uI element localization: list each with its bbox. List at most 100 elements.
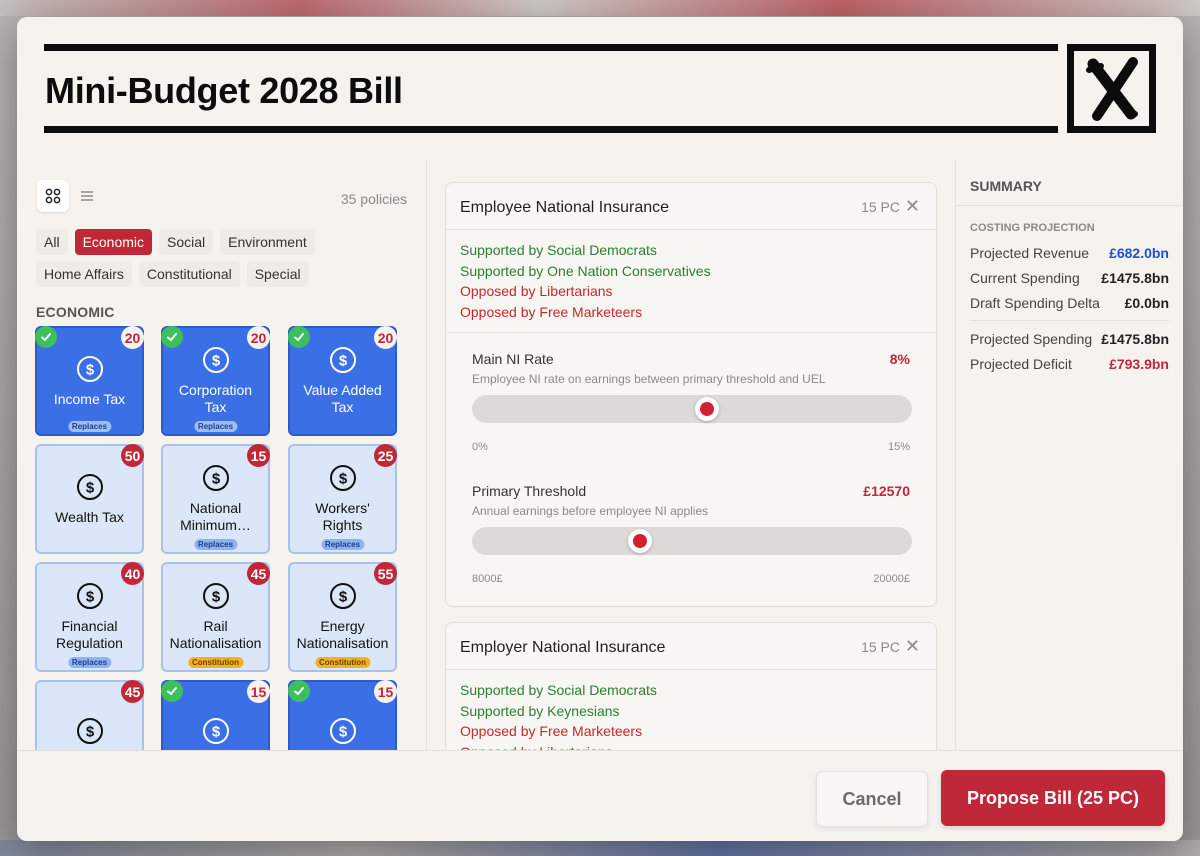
policy-card-label: Energy Nationalisation xyxy=(296,618,389,651)
selected-check-icon xyxy=(161,326,183,348)
filter-all[interactable]: All xyxy=(36,229,68,255)
header-rule-bottom xyxy=(44,126,1058,133)
propose-bill-button[interactable]: Propose Bill (25 PC) xyxy=(941,770,1165,826)
policy-tag: Constitution xyxy=(314,657,371,668)
svg-text:$: $ xyxy=(338,724,347,741)
policy-card[interactable]: $ Rail Nationalisation 45 Constitution xyxy=(161,562,270,672)
svg-text:$: $ xyxy=(338,589,347,606)
summary-row: Projected Spending £1475.8bn xyxy=(956,326,1183,351)
selected-check-icon xyxy=(288,326,310,348)
svg-text:$: $ xyxy=(338,353,347,370)
param-description: Employee NI rate on earnings between pri… xyxy=(472,372,826,386)
bill-modal: Mini-Budget 2028 Bill xyxy=(17,17,1183,841)
policy-count: 35 policies xyxy=(340,191,407,207)
policy-cost-badge: 45 xyxy=(121,680,144,703)
filter-social[interactable]: Social xyxy=(159,229,214,255)
stance-list: Supported by Social Democrats Supported … xyxy=(446,670,936,750)
summary-label: Current Spending xyxy=(970,269,1080,286)
policy-card[interactable]: $ Workers' Rights 25 Replaces xyxy=(288,444,397,554)
policy-panel-employee-ni: Employee National Insurance 15 PC ✕ Supp… xyxy=(445,182,937,607)
filter-special[interactable]: Special xyxy=(246,261,309,287)
policy-cost-badge: 40 xyxy=(121,562,144,585)
grid-view-button[interactable] xyxy=(37,180,69,212)
param-max: 20000£ xyxy=(873,573,910,585)
summary-row: Projected Deficit £793.9bn xyxy=(956,351,1183,376)
policy-card[interactable]: $15 xyxy=(161,680,270,750)
stance-item: Supported by One Nation Conservatives xyxy=(460,262,711,279)
stance-item: Opposed by Libertarians xyxy=(460,283,613,299)
main-ni-rate-slider[interactable] xyxy=(472,395,912,423)
policy-card[interactable]: $ Income Tax 20 Replaces xyxy=(35,326,144,436)
stance-item: Opposed by Libertarians xyxy=(460,742,922,751)
policy-card[interactable]: $ Wealth Tax 50 xyxy=(35,444,144,554)
policy-card[interactable]: $45 xyxy=(35,680,144,750)
policy-tag: Replaces xyxy=(67,421,112,432)
param-description: Annual earnings before employee NI appli… xyxy=(472,504,709,518)
summary-label: Projected Deficit xyxy=(970,355,1072,372)
policy-cost: 15 PC xyxy=(861,199,900,215)
policy-panel-header: Employer National Insurance 15 PC ✕ xyxy=(446,623,936,670)
filter-constitutional[interactable]: Constitutional xyxy=(138,261,240,287)
svg-text:$: $ xyxy=(211,724,220,741)
policy-card[interactable]: $15 xyxy=(288,680,397,750)
svg-text:$: $ xyxy=(85,724,94,741)
dollar-circle-icon: $ xyxy=(202,347,229,373)
policy-tag: Replaces xyxy=(320,539,365,550)
modal-footer: Cancel Propose Bill (25 PC) xyxy=(17,750,1183,841)
selected-check-icon xyxy=(161,680,183,702)
close-icon: ✕ xyxy=(904,636,920,656)
summary-row: Projected Revenue £682.0bn xyxy=(956,240,1183,265)
policy-card-label: Corporation Tax xyxy=(178,382,253,415)
policy-panel-title: Employee National Insurance xyxy=(460,199,670,216)
remove-policy-button[interactable]: ✕ xyxy=(905,196,920,217)
stance-item: Opposed by Free Marketeers xyxy=(460,303,643,320)
section-label: ECONOMIC xyxy=(36,304,115,320)
dollar-circle-icon: $ xyxy=(329,347,356,373)
filter-economic[interactable]: Economic xyxy=(74,229,153,255)
filter-home-affairs[interactable]: Home Affairs xyxy=(36,261,132,287)
policy-cost-badge: 50 xyxy=(121,444,144,467)
policy-card[interactable]: $ Financial Regulation 40 Replaces xyxy=(35,562,144,672)
summary-value: £0.0bn xyxy=(1124,294,1169,311)
list-view-button[interactable] xyxy=(71,180,103,212)
cancel-button[interactable]: Cancel xyxy=(816,771,928,827)
summary-row: Draft Spending Delta £0.0bn xyxy=(956,290,1183,315)
policy-card[interactable]: $ National Minimum… 15 Replaces xyxy=(161,444,270,554)
policy-card-label: Financial Regulation xyxy=(56,618,123,651)
policy-panel-employer-ni: Employer National Insurance 15 PC ✕ Supp… xyxy=(445,622,937,750)
summary-value: £682.0bn xyxy=(1109,244,1169,261)
dollar-circle-icon: $ xyxy=(76,583,103,609)
remove-policy-button[interactable]: ✕ xyxy=(905,636,920,657)
policy-tag: Constitution xyxy=(187,657,244,668)
bill-policies: Employee National Insurance 15 PC ✕ Supp… xyxy=(426,160,956,750)
policy-cost-badge: 20 xyxy=(247,326,270,349)
policy-card[interactable]: $ Value Added Tax 20 xyxy=(288,326,397,436)
filter-environment[interactable]: Environment xyxy=(220,229,315,255)
policy-card-label: Value Added Tax xyxy=(303,382,382,415)
policy-card[interactable]: $ Energy Nationalisation 55 Constitution xyxy=(288,562,397,672)
svg-text:$: $ xyxy=(85,361,94,378)
summary-label: Draft Spending Delta xyxy=(970,294,1100,311)
slider-thumb[interactable] xyxy=(694,397,719,421)
dollar-circle-icon: $ xyxy=(202,718,229,744)
param-main-ni-rate: Main NI Rate 8% Employee NI rate on earn… xyxy=(472,351,912,483)
policy-card[interactable]: $ Corporation Tax 20 Replaces xyxy=(161,326,270,436)
policy-library: 35 policies All Economic Social Environm… xyxy=(17,160,425,750)
param-value: £12570 xyxy=(863,483,910,499)
dollar-circle-icon: $ xyxy=(202,465,229,491)
summary-panel: SUMMARY COSTING PROJECTION Projected Rev… xyxy=(956,160,1183,750)
svg-text:$: $ xyxy=(85,479,94,496)
policy-cost-badge: 20 xyxy=(374,326,397,349)
summary-label: Projected Revenue xyxy=(970,244,1090,261)
close-button[interactable] xyxy=(1067,44,1156,133)
policy-cost-badge: 15 xyxy=(247,680,270,703)
close-icon: ✕ xyxy=(904,196,920,216)
stance-item: Supported by Social Democrats xyxy=(460,682,657,698)
dollar-circle-icon: $ xyxy=(76,473,103,500)
selected-check-icon xyxy=(288,680,310,702)
slider-thumb[interactable] xyxy=(627,529,652,553)
selected-check-icon xyxy=(35,326,57,348)
primary-threshold-slider[interactable] xyxy=(472,527,912,555)
svg-text:$: $ xyxy=(211,471,220,488)
divider xyxy=(446,332,936,333)
